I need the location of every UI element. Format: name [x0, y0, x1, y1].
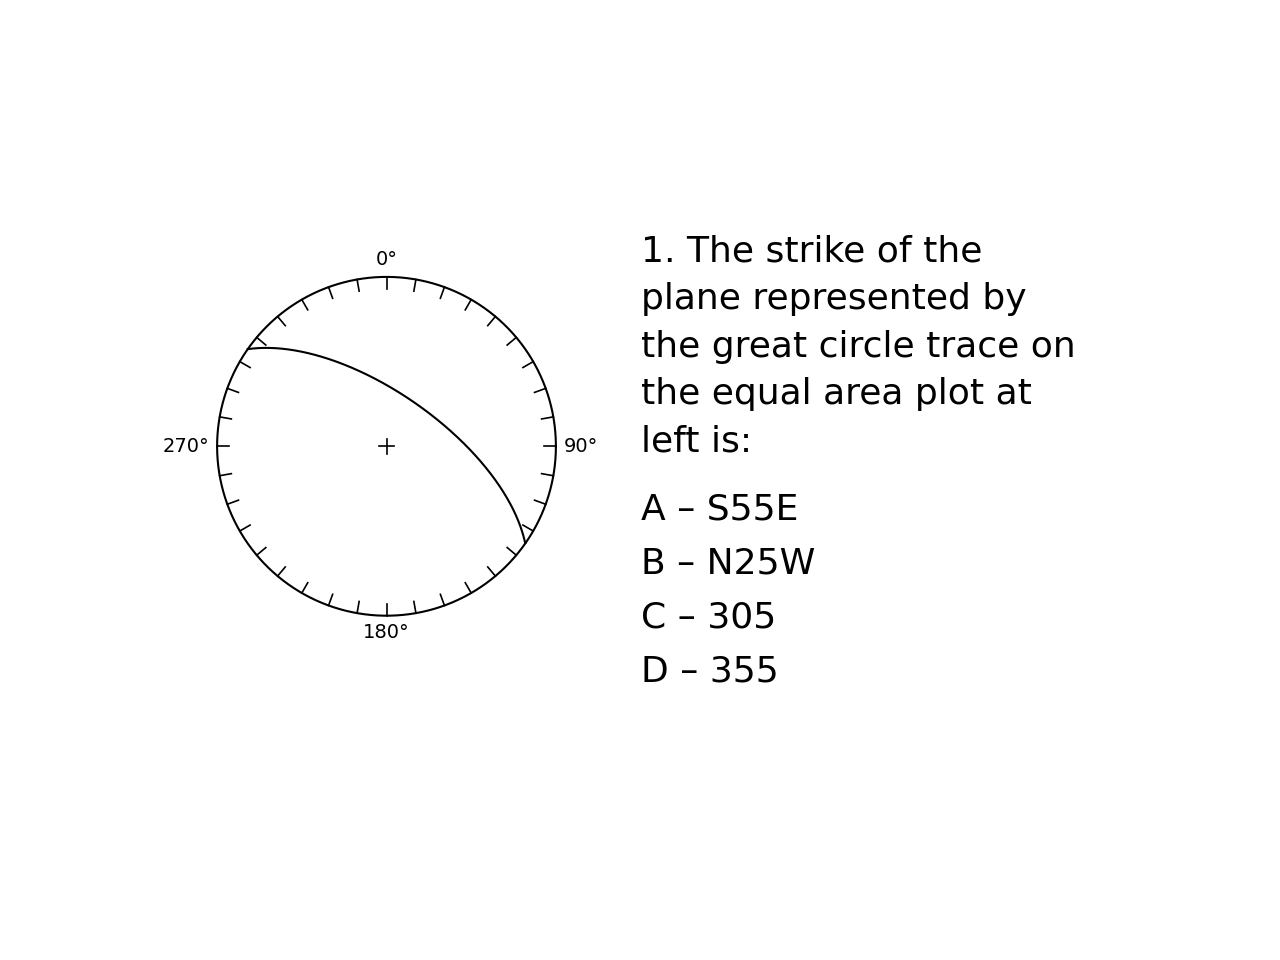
- Text: C – 305: C – 305: [640, 600, 776, 635]
- Text: 90°: 90°: [563, 437, 598, 456]
- Text: 270°: 270°: [163, 437, 210, 456]
- Text: 180°: 180°: [364, 623, 410, 642]
- Text: A – S55E: A – S55E: [640, 492, 797, 526]
- Text: 1. The strike of the
plane represented by
the great circle trace on
the equal ar: 1. The strike of the plane represented b…: [640, 234, 1075, 459]
- Text: D – 355: D – 355: [640, 654, 778, 688]
- Text: B – N25W: B – N25W: [640, 546, 815, 581]
- Text: 0°: 0°: [375, 251, 398, 269]
